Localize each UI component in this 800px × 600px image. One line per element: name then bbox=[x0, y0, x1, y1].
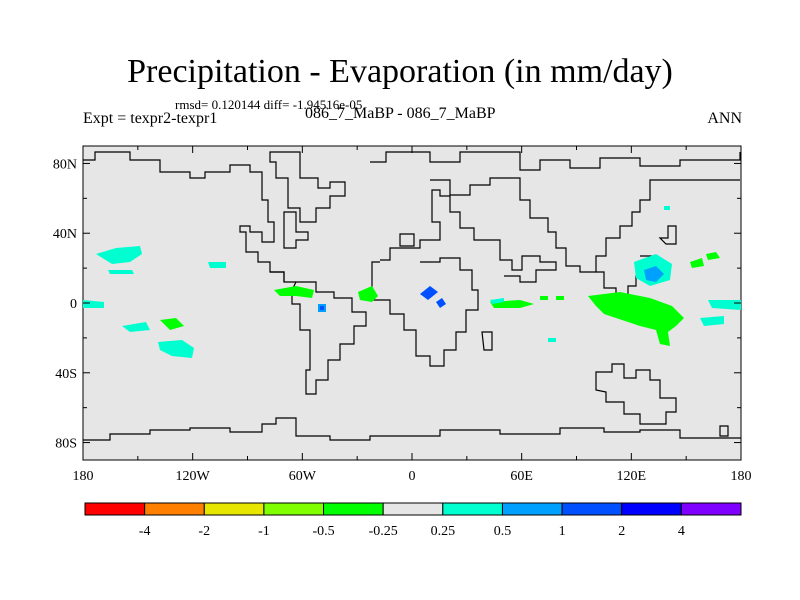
patch-pos-small-1 bbox=[548, 338, 556, 342]
patch-pos-north-pacific bbox=[96, 246, 142, 264]
colorbar-swatch bbox=[621, 502, 682, 516]
patch-pos-indian-north bbox=[490, 298, 504, 304]
season-label: ANN bbox=[707, 110, 742, 127]
colorbar-swatch bbox=[382, 502, 444, 516]
colorbar-label: -0.5 bbox=[312, 524, 334, 539]
patch-pos-south-east bbox=[700, 316, 724, 326]
colorbar-label: 4 bbox=[678, 524, 685, 539]
patch-pos-east-hawaii bbox=[208, 262, 226, 268]
lon-tick-label: 120E bbox=[617, 469, 647, 484]
patch-neg-small-3 bbox=[706, 252, 720, 260]
patch-neg-west-pacific bbox=[588, 292, 684, 346]
lat-tick-label: 80N bbox=[53, 157, 77, 172]
patch-pos-africa-2 bbox=[436, 298, 446, 308]
patch-neg-small-1 bbox=[540, 296, 548, 300]
colorbar-label: 0.25 bbox=[431, 524, 456, 539]
patch-neg-atlantic bbox=[358, 286, 378, 302]
colorbar-label: -1 bbox=[258, 524, 270, 539]
coastline-central-america bbox=[270, 271, 285, 282]
patch-pos-small-2 bbox=[664, 206, 670, 210]
anomaly-patches bbox=[83, 206, 741, 358]
coastline-caspian bbox=[399, 233, 415, 247]
coastline-japan bbox=[658, 225, 677, 245]
colorbar-swatch bbox=[203, 502, 265, 516]
patch-pos-west-edge bbox=[83, 300, 104, 308]
coastline-north-america bbox=[83, 151, 296, 283]
patch-pos-wp-core bbox=[644, 266, 664, 282]
map-subtitle: 086_7_MaBP - 086_7_MaBP bbox=[305, 105, 496, 122]
coastline-eurasia bbox=[370, 151, 741, 171]
lat-tick-label: 0 bbox=[70, 297, 77, 312]
colorbar-label: 1 bbox=[559, 524, 566, 539]
lon-tick-label: 180 bbox=[73, 469, 94, 484]
longitude-axis: 180 120W 60W 0 60E 120E 180 bbox=[73, 146, 752, 484]
colorbar-swatch bbox=[442, 502, 503, 516]
colorbar-label: 0.5 bbox=[494, 524, 512, 539]
coastline-mediterranean bbox=[380, 189, 557, 283]
patch-pos-east-edge bbox=[708, 300, 741, 310]
map-title: Precipitation - Evaporation (in mm/day) bbox=[127, 53, 673, 90]
patch-neg-small-2 bbox=[556, 296, 564, 300]
patch-pos-amazon-core bbox=[320, 306, 324, 310]
lat-tick-label: 80S bbox=[55, 437, 77, 452]
stats-text: rmsd= 0.120144 diff= -1.94516e-05 bbox=[175, 97, 363, 112]
colorbar-label: 2 bbox=[618, 524, 625, 539]
coastline-new-zealand bbox=[719, 425, 729, 437]
patch-neg-east-pacific bbox=[274, 286, 314, 298]
lat-tick-label: 40N bbox=[53, 227, 77, 242]
latitude-axis: 80N 40N 0 40S 80S bbox=[53, 157, 741, 452]
patch-pos-south-pacific-1 bbox=[122, 322, 150, 332]
colorbar-swatch bbox=[144, 502, 205, 516]
coastline-australia bbox=[595, 363, 677, 425]
colorbar-swatch bbox=[680, 502, 742, 516]
coastline-madagascar bbox=[481, 331, 493, 351]
colorbar-label: -2 bbox=[198, 524, 210, 539]
coastline-africa bbox=[371, 257, 479, 367]
colorbar-label: -4 bbox=[139, 524, 151, 539]
coastline-hudson bbox=[283, 211, 309, 249]
colorbar bbox=[84, 502, 742, 516]
lon-tick-label: 60W bbox=[289, 469, 317, 484]
coastline-south-america bbox=[291, 281, 367, 395]
patch-neg-nw-pacific bbox=[690, 258, 704, 268]
lat-tick-label: 40S bbox=[55, 367, 77, 382]
colorbar-labels: -4 -2 -1 -0.5 -0.25 0.25 0.5 1 2 4 bbox=[139, 524, 685, 539]
coastline-greenland bbox=[269, 151, 346, 223]
coastline-antarctica bbox=[83, 417, 741, 441]
colorbar-swatch bbox=[323, 502, 384, 516]
patch-neg-south-pacific bbox=[160, 318, 184, 330]
lon-tick-label: 120W bbox=[176, 469, 211, 484]
coastline-europe-asia bbox=[430, 177, 740, 273]
colorbar-swatch bbox=[84, 502, 146, 516]
patch-pos-africa-1 bbox=[420, 286, 438, 300]
patch-pos-south-pacific-2 bbox=[158, 340, 194, 358]
patch-pos-pacific-2 bbox=[108, 270, 134, 274]
colorbar-label: -0.25 bbox=[369, 524, 398, 539]
colorbar-swatch bbox=[561, 502, 623, 516]
lon-tick-label: 0 bbox=[409, 469, 416, 484]
experiment-label: Expt = texpr2-texpr1 bbox=[83, 110, 218, 127]
lon-tick-label: 180 bbox=[731, 469, 752, 484]
colorbar-swatch bbox=[263, 502, 325, 516]
lon-tick-label: 60E bbox=[510, 469, 533, 484]
colorbar-swatch bbox=[501, 502, 563, 516]
